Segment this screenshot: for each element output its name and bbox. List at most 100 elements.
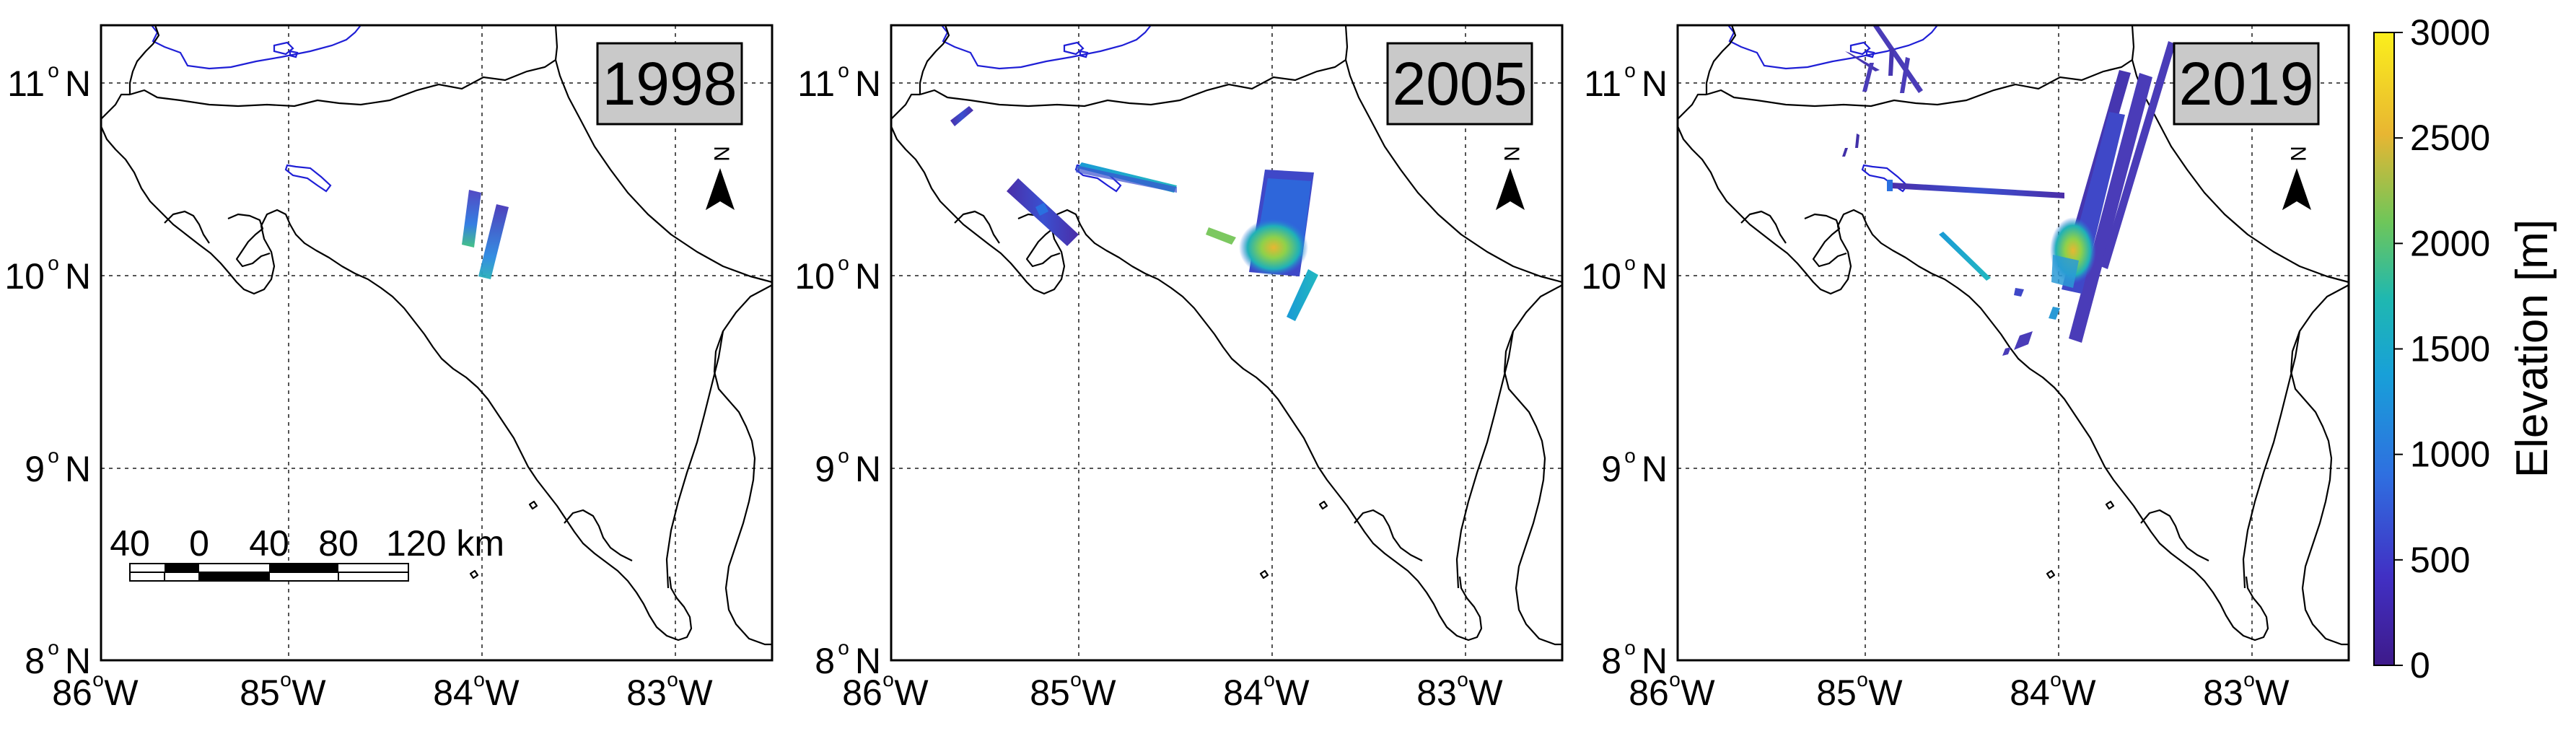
year-label-box: 1998 xyxy=(596,42,743,126)
colorbar-tick-label: 3000 xyxy=(2410,12,2490,53)
lon-tick-suffix: W xyxy=(678,673,713,713)
lat-tick-suffix: N xyxy=(65,256,91,297)
lon-tick-label: 83 xyxy=(1416,673,1457,713)
degree-symbol: o xyxy=(48,636,59,659)
degree-symbol: o xyxy=(2050,668,2062,691)
lat-tick-suffix: N xyxy=(1642,449,1668,489)
lat-tick-label: 9 xyxy=(1601,449,1621,489)
lon-tick-suffix: W xyxy=(894,673,929,713)
degree-symbol: o xyxy=(882,668,894,691)
lon-tick-suffix: W xyxy=(485,673,520,713)
degree-symbol: o xyxy=(1457,668,1468,691)
lat-tick-label: 11 xyxy=(7,64,45,104)
lat-tick-label: 8 xyxy=(1601,641,1621,681)
lon-tick-label: 86 xyxy=(842,673,882,713)
colorbar-tick-label: 500 xyxy=(2410,540,2470,580)
north-arrow-icon: N xyxy=(705,146,735,211)
scale-label-1: 0 xyxy=(189,523,209,564)
year-label: 2019 xyxy=(2179,50,2314,118)
degree-symbol: o xyxy=(1070,668,1082,691)
year-label: 1998 xyxy=(603,50,737,118)
lat-tick-suffix: N xyxy=(1642,64,1668,104)
degree-symbol: o xyxy=(1624,59,1636,82)
lon-tick-suffix: W xyxy=(1681,673,1715,713)
lon-tick-label: 84 xyxy=(2010,673,2050,713)
lon-tick-label: 85 xyxy=(240,673,280,713)
year-label-box: 2019 xyxy=(2173,42,2320,126)
lon-tick-suffix: W xyxy=(1082,673,1116,713)
lon-tick-label: 85 xyxy=(1816,673,1857,713)
colorbar-label: Elevation [m] xyxy=(2507,219,2557,478)
year-label: 2005 xyxy=(1393,50,1528,118)
lon-tick-label: 83 xyxy=(2203,673,2243,713)
degree-symbol: o xyxy=(1263,668,1275,691)
lat-tick-label: 10 xyxy=(1581,256,1621,297)
degree-symbol: o xyxy=(2243,668,2255,691)
north-arrow-icon: N xyxy=(1495,146,1525,211)
lat-tick-label: 11 xyxy=(1584,64,1621,104)
colorbar-tick-label: 2000 xyxy=(2410,223,2490,263)
colorbar-tick-label: 2500 xyxy=(2410,118,2490,158)
colorbar-ticks: 0 500 1000 1500 2000 2500 3000 xyxy=(2394,12,2490,686)
lat-tick-label: 11 xyxy=(797,64,835,104)
scale-label-4: 120 km xyxy=(386,523,504,564)
panel-frame xyxy=(100,24,774,662)
lat-tick-suffix: N xyxy=(1642,256,1668,297)
panel-frame xyxy=(1676,24,2350,662)
panel-1998: 1998 N 40 0 40 80 120 km xyxy=(100,24,774,662)
lon-tick-suffix: W xyxy=(292,673,326,713)
lat-tick-label: 8 xyxy=(25,641,45,681)
degree-symbol: o xyxy=(838,59,849,82)
degree-symbol: o xyxy=(1857,668,1868,691)
colorbar-tick-label: 1000 xyxy=(2410,434,2490,475)
lon-tick-label: 84 xyxy=(433,673,473,713)
panel-2005: 2005 N xyxy=(890,24,1564,662)
lon-tick-label: 85 xyxy=(1030,673,1070,713)
svg-text:N: N xyxy=(2286,146,2310,162)
lat-tick-label: 9 xyxy=(25,449,45,489)
lat-tick-label: 10 xyxy=(4,256,45,297)
svg-text:N: N xyxy=(709,146,733,162)
lon-tick-suffix: W xyxy=(2062,673,2096,713)
degree-symbol: o xyxy=(1624,445,1636,467)
degree-symbol: o xyxy=(48,59,59,82)
degree-symbol: o xyxy=(1624,636,1636,659)
lon-tick-suffix: W xyxy=(2255,673,2290,713)
degree-symbol: o xyxy=(838,445,849,467)
lon-tick-suffix: W xyxy=(1468,673,1503,713)
colorbar-ramp xyxy=(2373,32,2395,666)
lon-tick-label: 84 xyxy=(1223,673,1263,713)
colorbar-tick-label: 0 xyxy=(2410,645,2430,686)
lat-tick-suffix: N xyxy=(65,64,91,104)
degree-symbol: o xyxy=(48,445,59,467)
colorbar: 0 500 1000 1500 2000 2500 3000 Elevation [m] xyxy=(2373,12,2557,686)
lidar-swaths xyxy=(462,190,509,279)
degree-symbol: o xyxy=(1669,668,1681,691)
lat-tick-suffix: N xyxy=(65,449,91,489)
lon-tick-suffix: W xyxy=(1868,673,1903,713)
scale-bar: 40 0 40 80 120 km xyxy=(110,523,504,582)
lat-tick-suffix: N xyxy=(855,256,881,297)
degree-symbol: o xyxy=(92,668,104,691)
lat-tick-label: 9 xyxy=(815,449,835,489)
degree-symbol: o xyxy=(838,636,849,659)
degree-symbol: o xyxy=(48,252,59,274)
colorbar-tick-label: 1500 xyxy=(2410,329,2490,369)
lon-tick-label: 86 xyxy=(52,673,92,713)
lidar-swaths xyxy=(1842,25,2176,356)
lat-tick-suffix: N xyxy=(65,641,91,681)
panel-2019: 2019 N xyxy=(1676,24,2350,662)
lon-tick-label: 83 xyxy=(626,673,667,713)
year-label-box: 2005 xyxy=(1386,42,1533,126)
panel-frame xyxy=(890,24,1564,662)
lat-tick-suffix: N xyxy=(855,64,881,104)
lat-tick-label: 8 xyxy=(815,641,835,681)
lat-tick-label: 10 xyxy=(794,256,835,297)
lat-tick-suffix: N xyxy=(855,449,881,489)
lidar-swaths xyxy=(950,106,1318,321)
degree-symbol: o xyxy=(667,668,678,691)
scale-label-3: 80 xyxy=(318,523,359,564)
svg-text:N: N xyxy=(1499,146,1523,162)
